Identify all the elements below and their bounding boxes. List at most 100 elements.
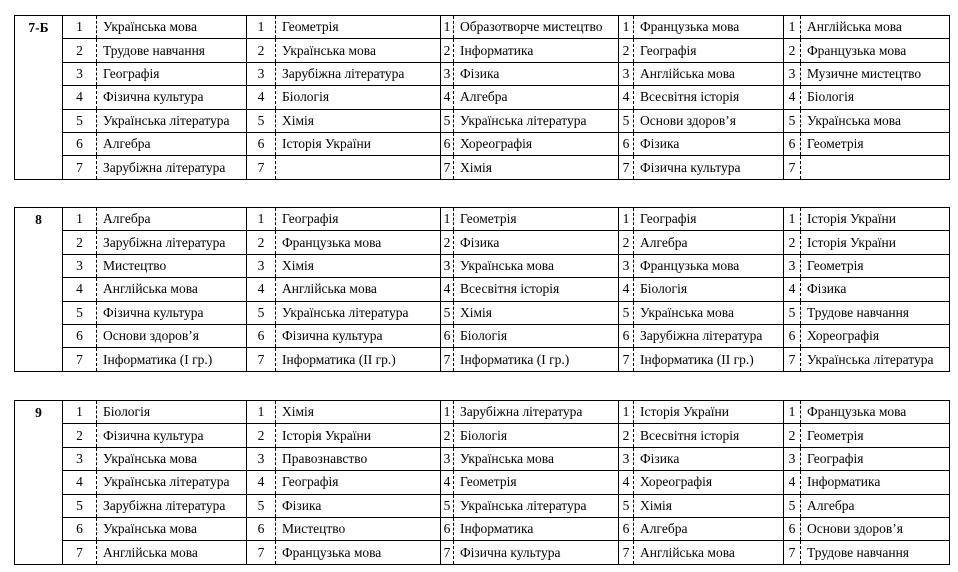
- lesson-subject: Українська література: [96, 108, 247, 133]
- lesson-number: 3: [440, 61, 454, 87]
- lesson-number: 7: [62, 155, 97, 180]
- lesson-number: 2: [440, 38, 454, 63]
- lesson-number: 2: [618, 230, 634, 255]
- table-row: 7-Б 1 Українська мова 1 Геометрія 1 Образотвор…: [14, 14, 950, 180]
- lesson-subject: Фізична культура: [275, 323, 441, 349]
- lesson-subject: Англійська мова: [96, 277, 247, 302]
- lesson-subject: Інформатика: [453, 38, 619, 63]
- lesson-subject: Хореографія: [453, 131, 619, 157]
- lesson-subject: Інформатика (ІІ гр.): [633, 347, 784, 372]
- lesson-subject: Французька мова: [275, 540, 441, 565]
- lesson-number: 7: [618, 155, 634, 180]
- lesson-subject: Алгебра: [633, 230, 784, 255]
- lesson-subject: Українська мова: [633, 300, 784, 325]
- lesson-number: 4: [783, 470, 801, 495]
- lesson-number: 7: [62, 347, 97, 372]
- lesson-number: 6: [246, 323, 276, 349]
- lesson-number: 3: [62, 61, 97, 87]
- lesson-subject: Французька мова: [275, 230, 441, 255]
- lesson-number: 1: [783, 14, 801, 40]
- lesson-subject: Українська мова: [453, 253, 619, 279]
- table-row: 5 Зарубіжна література 5 Фізика 5 Українська …: [15, 493, 950, 518]
- lesson-number: 3: [440, 446, 454, 472]
- class-name: 7-Б: [14, 15, 63, 180]
- lesson-number: 6: [62, 516, 97, 542]
- lesson-subject: Основи здоров’я: [633, 108, 784, 133]
- lesson-number: 3: [618, 253, 634, 279]
- lesson-subject: Англійська мова: [800, 14, 950, 40]
- lesson-number: 5: [783, 300, 801, 325]
- lesson-subject: Фізика: [275, 493, 441, 518]
- lesson-number: 2: [62, 423, 97, 448]
- lesson-subject: Геометрія: [800, 131, 950, 157]
- lesson-subject: [800, 155, 950, 180]
- lesson-number: 5: [246, 493, 276, 518]
- lesson-subject: Географія: [633, 206, 784, 232]
- lesson-number: 5: [62, 300, 97, 325]
- lesson-number: 1: [440, 399, 454, 425]
- lesson-number: 2: [440, 230, 454, 255]
- lesson-subject: Історія України: [800, 230, 950, 255]
- lesson-number: 6: [783, 131, 801, 157]
- lesson-number: 2: [618, 423, 634, 448]
- class-name: 9: [14, 400, 63, 565]
- lesson-number: 1: [618, 14, 634, 40]
- lesson-number: 7: [440, 347, 454, 372]
- lesson-number: 7: [440, 155, 454, 180]
- lesson-subject: Французька мова: [633, 253, 784, 279]
- lesson-number: 5: [618, 108, 634, 133]
- lesson-number: 3: [783, 61, 801, 87]
- timetable-class-0: 7-Б 1 Українська мова 1 Геометрія 1 Образотвор…: [14, 14, 950, 180]
- lesson-subject: Фізична культура: [96, 300, 247, 325]
- lesson-subject: Хімія: [633, 493, 784, 518]
- lesson-number: 6: [618, 323, 634, 349]
- lesson-number: 7: [246, 155, 276, 180]
- lesson-subject: Фізика: [633, 131, 784, 157]
- lesson-subject: Основи здоров’я: [96, 323, 247, 349]
- class-name: 8: [14, 207, 63, 372]
- lesson-number: 7: [246, 540, 276, 565]
- table-row: 4 Українська література 4 Географія 4 Геометр…: [15, 470, 950, 495]
- lesson-subject: Зарубіжна література: [96, 230, 247, 255]
- lesson-number: 1: [62, 399, 97, 425]
- lesson-subject: Біологія: [800, 85, 950, 110]
- lesson-number: 7: [618, 540, 634, 565]
- lesson-subject: Історія України: [800, 206, 950, 232]
- lesson-number: 5: [440, 108, 454, 133]
- lesson-subject: Хімія: [453, 155, 619, 180]
- lesson-subject: Українська література: [96, 470, 247, 495]
- lesson-subject: Мистецтво: [275, 516, 441, 542]
- lesson-number: 1: [246, 206, 276, 232]
- lesson-number: 6: [618, 131, 634, 157]
- lesson-subject: Трудове навчання: [800, 540, 950, 565]
- lesson-number: 4: [440, 85, 454, 110]
- table-row: 2 Зарубіжна література 2 Французька мова 2 Фі…: [15, 230, 950, 255]
- lesson-number: 2: [62, 38, 97, 63]
- timetable-class-1: 8 1 Алгебра 1 Географія 1 Геометрія 1 Географія 1…: [14, 206, 950, 372]
- lesson-subject: Образотворче мистецтво: [453, 14, 619, 40]
- lesson-number: 4: [440, 277, 454, 302]
- lesson-subject: Англійська мова: [633, 61, 784, 87]
- lesson-subject: Біологія: [453, 323, 619, 349]
- lesson-number: 3: [783, 253, 801, 279]
- lesson-number: 7: [783, 347, 801, 372]
- lesson-number: 3: [618, 446, 634, 472]
- lesson-subject: Англійська мова: [96, 540, 247, 565]
- lesson-subject: Українська література: [453, 493, 619, 518]
- lesson-subject: Всесвітня історія: [453, 277, 619, 302]
- table-row: 2 Фізична культура 2 Історія України 2 Біолог…: [15, 423, 950, 448]
- lesson-number: 2: [246, 230, 276, 255]
- lesson-number: 2: [783, 38, 801, 63]
- lesson-number: 1: [440, 206, 454, 232]
- lesson-subject: Українська мова: [453, 446, 619, 472]
- lesson-number: 1: [62, 14, 97, 40]
- lesson-subject: Інформатика: [800, 470, 950, 495]
- lesson-subject: Географія: [275, 206, 441, 232]
- lesson-number: 5: [440, 493, 454, 518]
- lesson-number: 4: [62, 470, 97, 495]
- lesson-subject: Алгебра: [96, 131, 247, 157]
- lesson-number: 6: [618, 516, 634, 542]
- lesson-number: 2: [783, 230, 801, 255]
- lesson-subject: Українська мова: [96, 14, 247, 40]
- lesson-subject: Всесвітня історія: [633, 85, 784, 110]
